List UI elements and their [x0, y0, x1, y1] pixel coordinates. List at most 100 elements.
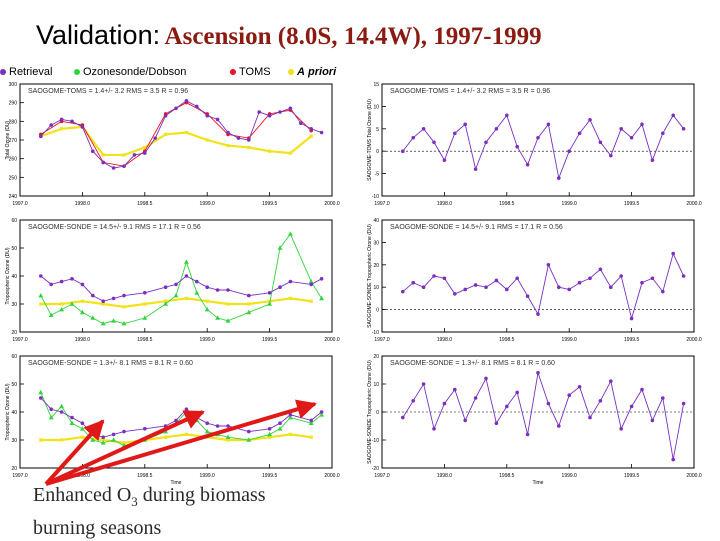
chart-tropospheric-ozone-2: 20 30 40 50 60 1997.0 1998.0 1998.5 1999.0 1999.5…: [5, 354, 340, 486]
data-point: [629, 316, 634, 321]
data-point: [91, 293, 95, 298]
chart-tropospheric-ozone-diff: -10 0 10 20 30 40 1997.0 1998.0 1998.5 1999.0 1999…: [367, 218, 702, 343]
y-tick-label: 270: [9, 138, 18, 144]
y-tick-label: -10: [372, 438, 379, 444]
data-point: [319, 277, 324, 281]
data-point: [288, 279, 293, 284]
data-point: [80, 435, 84, 439]
x-tick-label: 2000.0: [686, 201, 702, 207]
y-tick-label: 0: [376, 308, 379, 314]
y-tick-label: 300: [9, 82, 18, 88]
data-point: [619, 127, 623, 131]
data-point: [288, 106, 293, 111]
data-point: [184, 407, 189, 412]
data-point: [609, 153, 613, 158]
data-point: [39, 396, 43, 400]
x-tick-label: 1997.0: [12, 473, 28, 479]
y-tick-label: 260: [9, 157, 18, 163]
chart-tropospheric-ozone: 20 30 40 50 60 1997.0 1998.0 1998.5 1999.0 1999.5…: [5, 218, 340, 343]
data-point: [59, 117, 64, 122]
data-point: [401, 149, 405, 153]
data-point: [204, 307, 210, 312]
data-point: [288, 151, 292, 155]
data-point: [473, 283, 478, 287]
annotation-subscript: 3: [131, 494, 138, 509]
x-tick-label: 1999.5: [624, 337, 640, 343]
data-point: [577, 385, 582, 389]
data-point: [48, 415, 54, 420]
legend-dot-icon: [0, 69, 6, 76]
data-point: [194, 290, 200, 295]
data-point: [411, 399, 416, 403]
data-point: [247, 302, 251, 306]
data-point: [309, 127, 314, 131]
x-tick-label: 1997.0: [12, 337, 28, 343]
data-point: [442, 276, 447, 281]
x-tick-label: 1998.5: [137, 201, 153, 207]
data-point: [309, 435, 313, 439]
data-point: [671, 113, 675, 118]
data-point: [60, 438, 64, 442]
x-tick-label: 2000.0: [324, 473, 340, 479]
data-point: [268, 149, 272, 153]
data-point: [319, 412, 324, 417]
data-point: [59, 410, 64, 414]
data-point: [308, 420, 314, 425]
data-point: [163, 113, 168, 118]
data-point: [277, 426, 283, 431]
annotation-line2: burning seasons: [33, 517, 162, 539]
data-point: [546, 122, 551, 127]
data-point: [164, 435, 168, 439]
data-point: [247, 429, 251, 434]
data-point: [205, 421, 209, 426]
data-point: [671, 251, 675, 256]
y-axis-label: Total Ozone (DU): [5, 120, 11, 159]
data-point: [268, 435, 272, 439]
data-point: [640, 122, 644, 127]
data-point: [681, 274, 686, 278]
y-tick-label: 30: [373, 240, 379, 246]
data-point: [671, 457, 675, 462]
data-point: [309, 282, 314, 287]
x-tick-label: 1998.0: [437, 473, 453, 479]
data-point: [59, 403, 64, 409]
data-point: [91, 149, 95, 153]
x-tick-label: 1999.0: [200, 473, 216, 479]
data-point: [277, 245, 283, 250]
data-point: [59, 307, 64, 312]
data-point: [536, 371, 540, 375]
data-point: [226, 130, 230, 135]
data-point: [184, 296, 188, 300]
x-tick-label: 1999.5: [262, 473, 278, 479]
data-point: [195, 279, 199, 284]
y-axis-label: SAOGOME-TOMS Total Ozone (DU): [367, 99, 373, 181]
data-point: [70, 119, 74, 124]
data-point: [111, 318, 116, 323]
series-difference: [401, 251, 686, 321]
chart-total-ozone-diff: -10 -5 0 5 10 15 1997.0 1998.0 1998.5 1999.0 1999.…: [367, 82, 702, 207]
stats-label: SAOGOME-TOMS = 1.4+/- 3.2 RMS = 3.5 R = …: [28, 88, 188, 95]
y-tick-label: -20: [372, 466, 379, 472]
data-point: [609, 285, 613, 290]
data-point: [650, 276, 655, 281]
data-point: [111, 432, 116, 437]
data-point: [268, 299, 272, 303]
legend-label: priori: [308, 66, 337, 78]
data-point: [39, 302, 43, 306]
data-point: [39, 274, 43, 278]
data-point: [567, 393, 571, 398]
y-tick-label: 10: [373, 104, 379, 110]
data-point: [215, 315, 220, 320]
data-point: [288, 231, 293, 236]
data-point: [122, 164, 126, 168]
y-tick-label: 20: [373, 263, 379, 269]
plot-frame: [381, 219, 695, 333]
data-point: [288, 432, 292, 436]
data-point: [619, 274, 623, 278]
x-tick-label: 1998.0: [437, 337, 453, 343]
data-point: [525, 432, 530, 437]
data-point: [661, 131, 665, 136]
y-tick-label: 10: [373, 285, 379, 291]
series-line: [402, 372, 685, 460]
